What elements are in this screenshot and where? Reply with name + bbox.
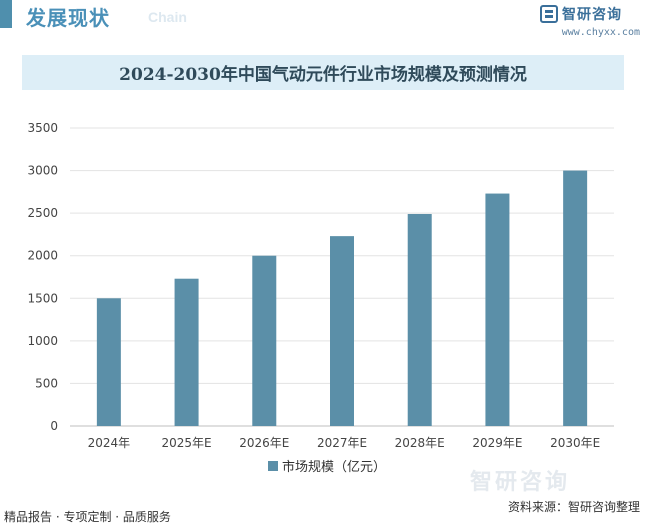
legend-label: 市场规模（亿元） xyxy=(282,459,386,475)
logo: 智研咨询 xyxy=(540,4,622,24)
y-tick-label: 0 xyxy=(50,419,58,433)
accent-block xyxy=(0,0,12,28)
y-tick-label: 3000 xyxy=(27,164,58,178)
watermark-logo: 智研咨询 xyxy=(470,470,571,495)
chart-title: 2024-2030年中国气动元件行业市场规模及预测情况 xyxy=(119,65,527,85)
logo-icon xyxy=(540,5,558,23)
title-band: 2024-2030年中国气动元件行业市场规模及预测情况 xyxy=(22,55,624,90)
footer-tagline: 精品报告 · 专项定制 · 品质服务 xyxy=(4,510,171,524)
y-tick-label: 2500 xyxy=(27,206,58,220)
x-tick-label: 2030年E xyxy=(550,436,600,450)
x-tick-label: 2024年 xyxy=(88,436,131,450)
section-subtitle: Chain xyxy=(148,9,187,25)
bar xyxy=(485,193,510,426)
section-title: 发展现状 xyxy=(26,6,110,30)
x-tick-label: 2025年E xyxy=(162,436,212,450)
bar xyxy=(252,255,277,426)
x-axis: 2024年 2025年E 2026年E 2027年E 2028年E 2029年E 2030年… xyxy=(88,436,601,450)
y-tick-label: 1000 xyxy=(27,334,58,348)
bars xyxy=(96,170,588,426)
y-tick-label: 2000 xyxy=(27,249,58,263)
y-axis: 0 500 1000 1500 2000 2500 3000 3500 xyxy=(27,121,58,433)
x-tick-label: 2029年E xyxy=(472,436,522,450)
legend-swatch xyxy=(268,461,278,471)
y-tick-label: 1500 xyxy=(27,291,58,305)
bar xyxy=(96,298,121,426)
top-bar: 发展现状 Chain 智研咨询 www.chyxx.com xyxy=(0,0,646,38)
logo-name: 智研咨询 xyxy=(562,7,622,23)
x-tick-label: 2028年E xyxy=(395,436,445,450)
source-note: 资料来源：智研咨询整理 xyxy=(507,500,640,514)
x-tick-label: 2027年E xyxy=(317,436,367,450)
legend: 市场规模（亿元） xyxy=(268,459,386,475)
site-url: www.chyxx.com xyxy=(561,27,640,38)
y-tick-label: 3500 xyxy=(27,121,58,135)
bar xyxy=(563,170,588,426)
x-tick-label: 2026年E xyxy=(239,436,289,450)
y-tick-label: 500 xyxy=(35,376,58,390)
bar xyxy=(407,213,432,426)
bar xyxy=(330,236,354,426)
bar xyxy=(174,278,199,426)
